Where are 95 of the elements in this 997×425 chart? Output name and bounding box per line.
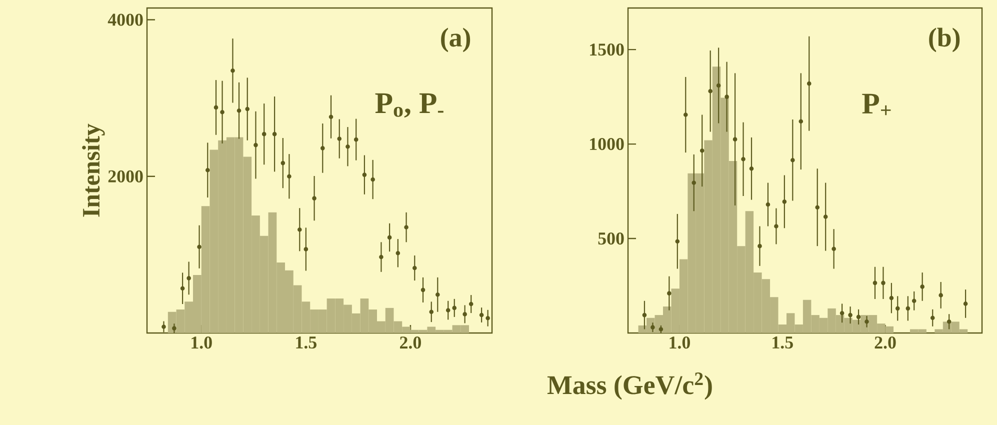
point — [197, 244, 202, 250]
point — [396, 250, 400, 256]
point — [446, 308, 450, 312]
y-tick-label: 4000 — [108, 14, 143, 26]
point — [732, 137, 738, 142]
x-tick-label: 2.0 — [400, 336, 421, 349]
point — [920, 284, 924, 289]
point — [650, 325, 655, 330]
annotation: P$_{+}$ — [862, 94, 891, 116]
x-tick-label: 1.5 — [772, 336, 793, 349]
point — [815, 205, 820, 210]
point — [848, 312, 852, 318]
point — [180, 286, 185, 291]
point — [683, 112, 688, 117]
point — [354, 137, 358, 142]
point — [692, 180, 696, 185]
point — [642, 312, 647, 318]
point — [700, 148, 704, 153]
point — [708, 88, 712, 94]
point — [758, 244, 762, 248]
point — [790, 158, 795, 162]
point — [412, 266, 417, 270]
point — [675, 239, 680, 244]
point — [272, 132, 277, 136]
point — [468, 302, 474, 306]
point — [262, 132, 266, 136]
point — [346, 144, 350, 149]
point — [963, 302, 968, 306]
annotation: P$_{o}$, P$_{-}$ — [375, 93, 444, 118]
point — [782, 200, 787, 204]
point — [716, 83, 721, 88]
point — [328, 114, 334, 120]
point — [856, 314, 861, 320]
point — [766, 202, 770, 207]
point — [162, 324, 166, 329]
point — [906, 306, 910, 311]
y-tick-label: 2000 — [108, 170, 143, 182]
annotation: (b) — [929, 28, 960, 52]
point — [749, 166, 754, 171]
point — [864, 320, 869, 324]
point — [214, 105, 218, 110]
point — [938, 293, 944, 298]
x-tick-label: 2.0 — [874, 336, 896, 349]
point — [337, 136, 342, 141]
point — [287, 174, 292, 179]
point — [840, 311, 844, 316]
point — [452, 306, 457, 310]
x-tick-label: 1.0 — [192, 336, 212, 349]
point — [912, 298, 916, 304]
x-tick-label: 1.0 — [670, 336, 690, 349]
point — [429, 310, 434, 314]
annotation: (a) — [441, 28, 470, 52]
point — [387, 235, 392, 240]
point — [667, 291, 672, 296]
y-axis-title: Intensity — [82, 124, 105, 217]
x-axis-title: Mass (GeV/c$^{2}$) — [547, 372, 712, 400]
point — [172, 326, 176, 330]
point — [205, 168, 210, 172]
point — [823, 214, 828, 219]
point — [186, 276, 191, 280]
point — [230, 68, 235, 73]
point — [320, 146, 325, 150]
y-tick-label: 1500 — [590, 44, 624, 56]
point — [220, 110, 224, 114]
y-tick-label: 500 — [598, 232, 624, 245]
point — [741, 157, 746, 162]
point — [362, 172, 367, 177]
point — [798, 119, 804, 124]
point — [946, 320, 952, 324]
point — [930, 316, 935, 320]
point — [236, 108, 242, 113]
point — [254, 142, 258, 148]
point — [280, 160, 286, 166]
point — [436, 292, 440, 297]
point — [881, 280, 886, 286]
point — [245, 106, 250, 112]
point — [404, 225, 408, 230]
point — [774, 224, 778, 228]
point — [832, 246, 836, 252]
point — [462, 312, 467, 316]
point — [370, 177, 375, 182]
point — [297, 227, 302, 232]
x-tick-label: 1.5 — [296, 336, 316, 349]
point — [486, 316, 490, 320]
point — [889, 296, 894, 300]
point — [895, 306, 900, 311]
point — [724, 94, 729, 99]
point — [872, 280, 878, 286]
point — [312, 196, 316, 200]
y-tick-label: 1000 — [590, 138, 624, 150]
point — [379, 254, 384, 260]
point — [420, 288, 426, 292]
point — [806, 81, 812, 86]
point — [304, 247, 308, 252]
point — [479, 312, 484, 318]
